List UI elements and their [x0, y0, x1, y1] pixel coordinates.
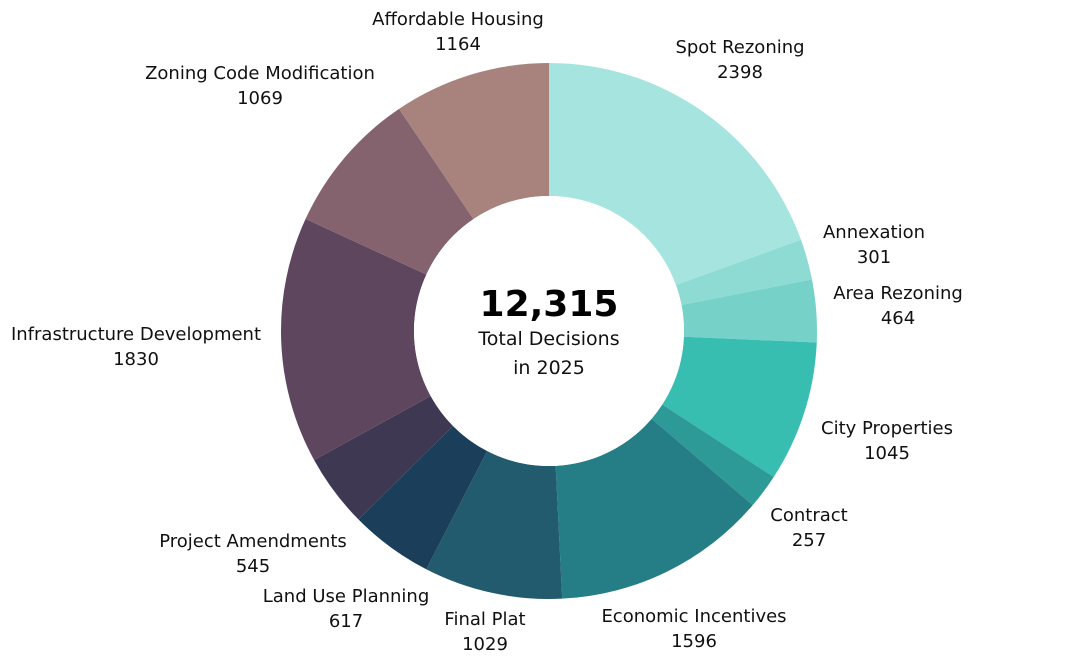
slice-value: 1596	[671, 631, 717, 652]
slice-label: Affordable Housing	[372, 9, 544, 30]
slice-contract	[651, 404, 774, 506]
slice-label: Final Plat	[444, 609, 525, 630]
slice-land-use-planning	[358, 425, 488, 570]
donut-hole	[414, 196, 684, 466]
slice-label: Land Use Planning	[263, 586, 430, 607]
slice-value: 545	[236, 556, 270, 577]
slice-affordable-housing	[399, 63, 549, 220]
slice-label: Economic Incentives	[601, 606, 786, 627]
slice-label: Annexation	[823, 222, 925, 243]
slices	[281, 63, 817, 599]
slice-value: 1029	[462, 634, 508, 655]
slice-area-rezoning	[681, 279, 817, 343]
slice-label: City Properties	[821, 418, 953, 439]
slice-value: 1069	[237, 88, 283, 109]
slice-label: Area Rezoning	[833, 283, 963, 304]
slice-annexation	[675, 239, 812, 306]
slice-project-amendments	[314, 395, 454, 520]
slice-final-plat	[426, 451, 563, 599]
center-line2: in 2025	[513, 357, 585, 379]
slice-label: Infrastructure Development	[11, 324, 261, 345]
slice-economic-incentives	[555, 418, 753, 599]
slice-label: Contract	[770, 505, 847, 526]
slice-label: Project Amendments	[159, 531, 347, 552]
slice-label: Spot Rezoning	[675, 37, 804, 58]
center-total: 12,315	[480, 284, 619, 325]
slice-value: 464	[881, 308, 915, 329]
slice-labels: Spot Rezoning 2398 Annexation 301 Area Rezon…	[11, 9, 963, 655]
slice-city-properties	[662, 336, 817, 478]
slice-spot-rezoning	[549, 63, 801, 286]
slice-value: 2398	[717, 62, 763, 83]
slice-value: 1164	[435, 34, 481, 55]
slice-zoning-code-modification	[305, 108, 474, 275]
slice-value: 1045	[864, 443, 910, 464]
slice-value: 1830	[113, 349, 159, 370]
slice-infrastructure-development	[281, 218, 431, 460]
center-text: 12,315 Total Decisions in 2025	[477, 284, 619, 379]
slice-value: 617	[329, 611, 363, 632]
slice-value: 301	[857, 247, 891, 268]
center-line1: Total Decisions	[477, 328, 619, 350]
slice-label: Zoning Code Modification	[145, 63, 375, 84]
slice-value: 257	[792, 530, 826, 551]
